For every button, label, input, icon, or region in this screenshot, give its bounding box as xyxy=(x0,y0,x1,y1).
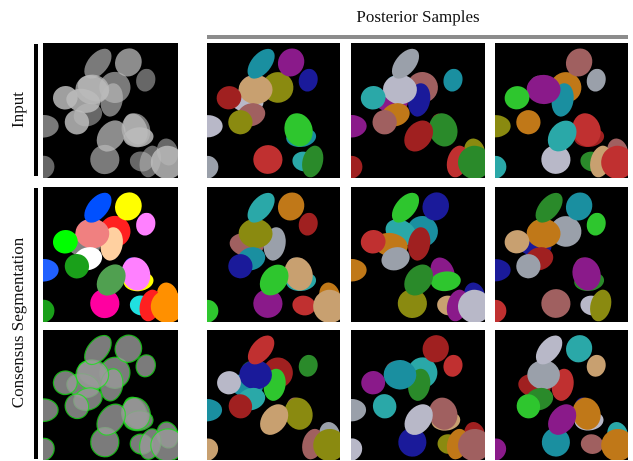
image-panel xyxy=(191,43,340,183)
image-panel xyxy=(479,187,628,327)
figure: Posterior Samples Input Consensus Segmen… xyxy=(0,0,633,461)
row-bar xyxy=(34,188,38,459)
image-panel xyxy=(335,330,495,461)
image-panel xyxy=(191,187,350,327)
image-panel xyxy=(27,330,188,461)
column-header: Posterior Samples xyxy=(356,7,479,26)
row-label: Consensus Segmentation xyxy=(8,237,27,408)
row-bar xyxy=(34,44,38,176)
page: Posterior Samples Input Consensus Segmen… xyxy=(0,0,633,461)
header-rule xyxy=(207,35,628,39)
image-panel xyxy=(335,43,495,183)
panels xyxy=(27,43,633,461)
image-panel xyxy=(191,330,350,461)
image-panel xyxy=(27,187,188,328)
image-panel xyxy=(27,43,188,184)
image-panel xyxy=(479,43,633,183)
row-label: Input xyxy=(8,92,27,128)
image-panel xyxy=(335,187,495,327)
image-panel xyxy=(479,330,633,461)
cell xyxy=(28,398,59,422)
